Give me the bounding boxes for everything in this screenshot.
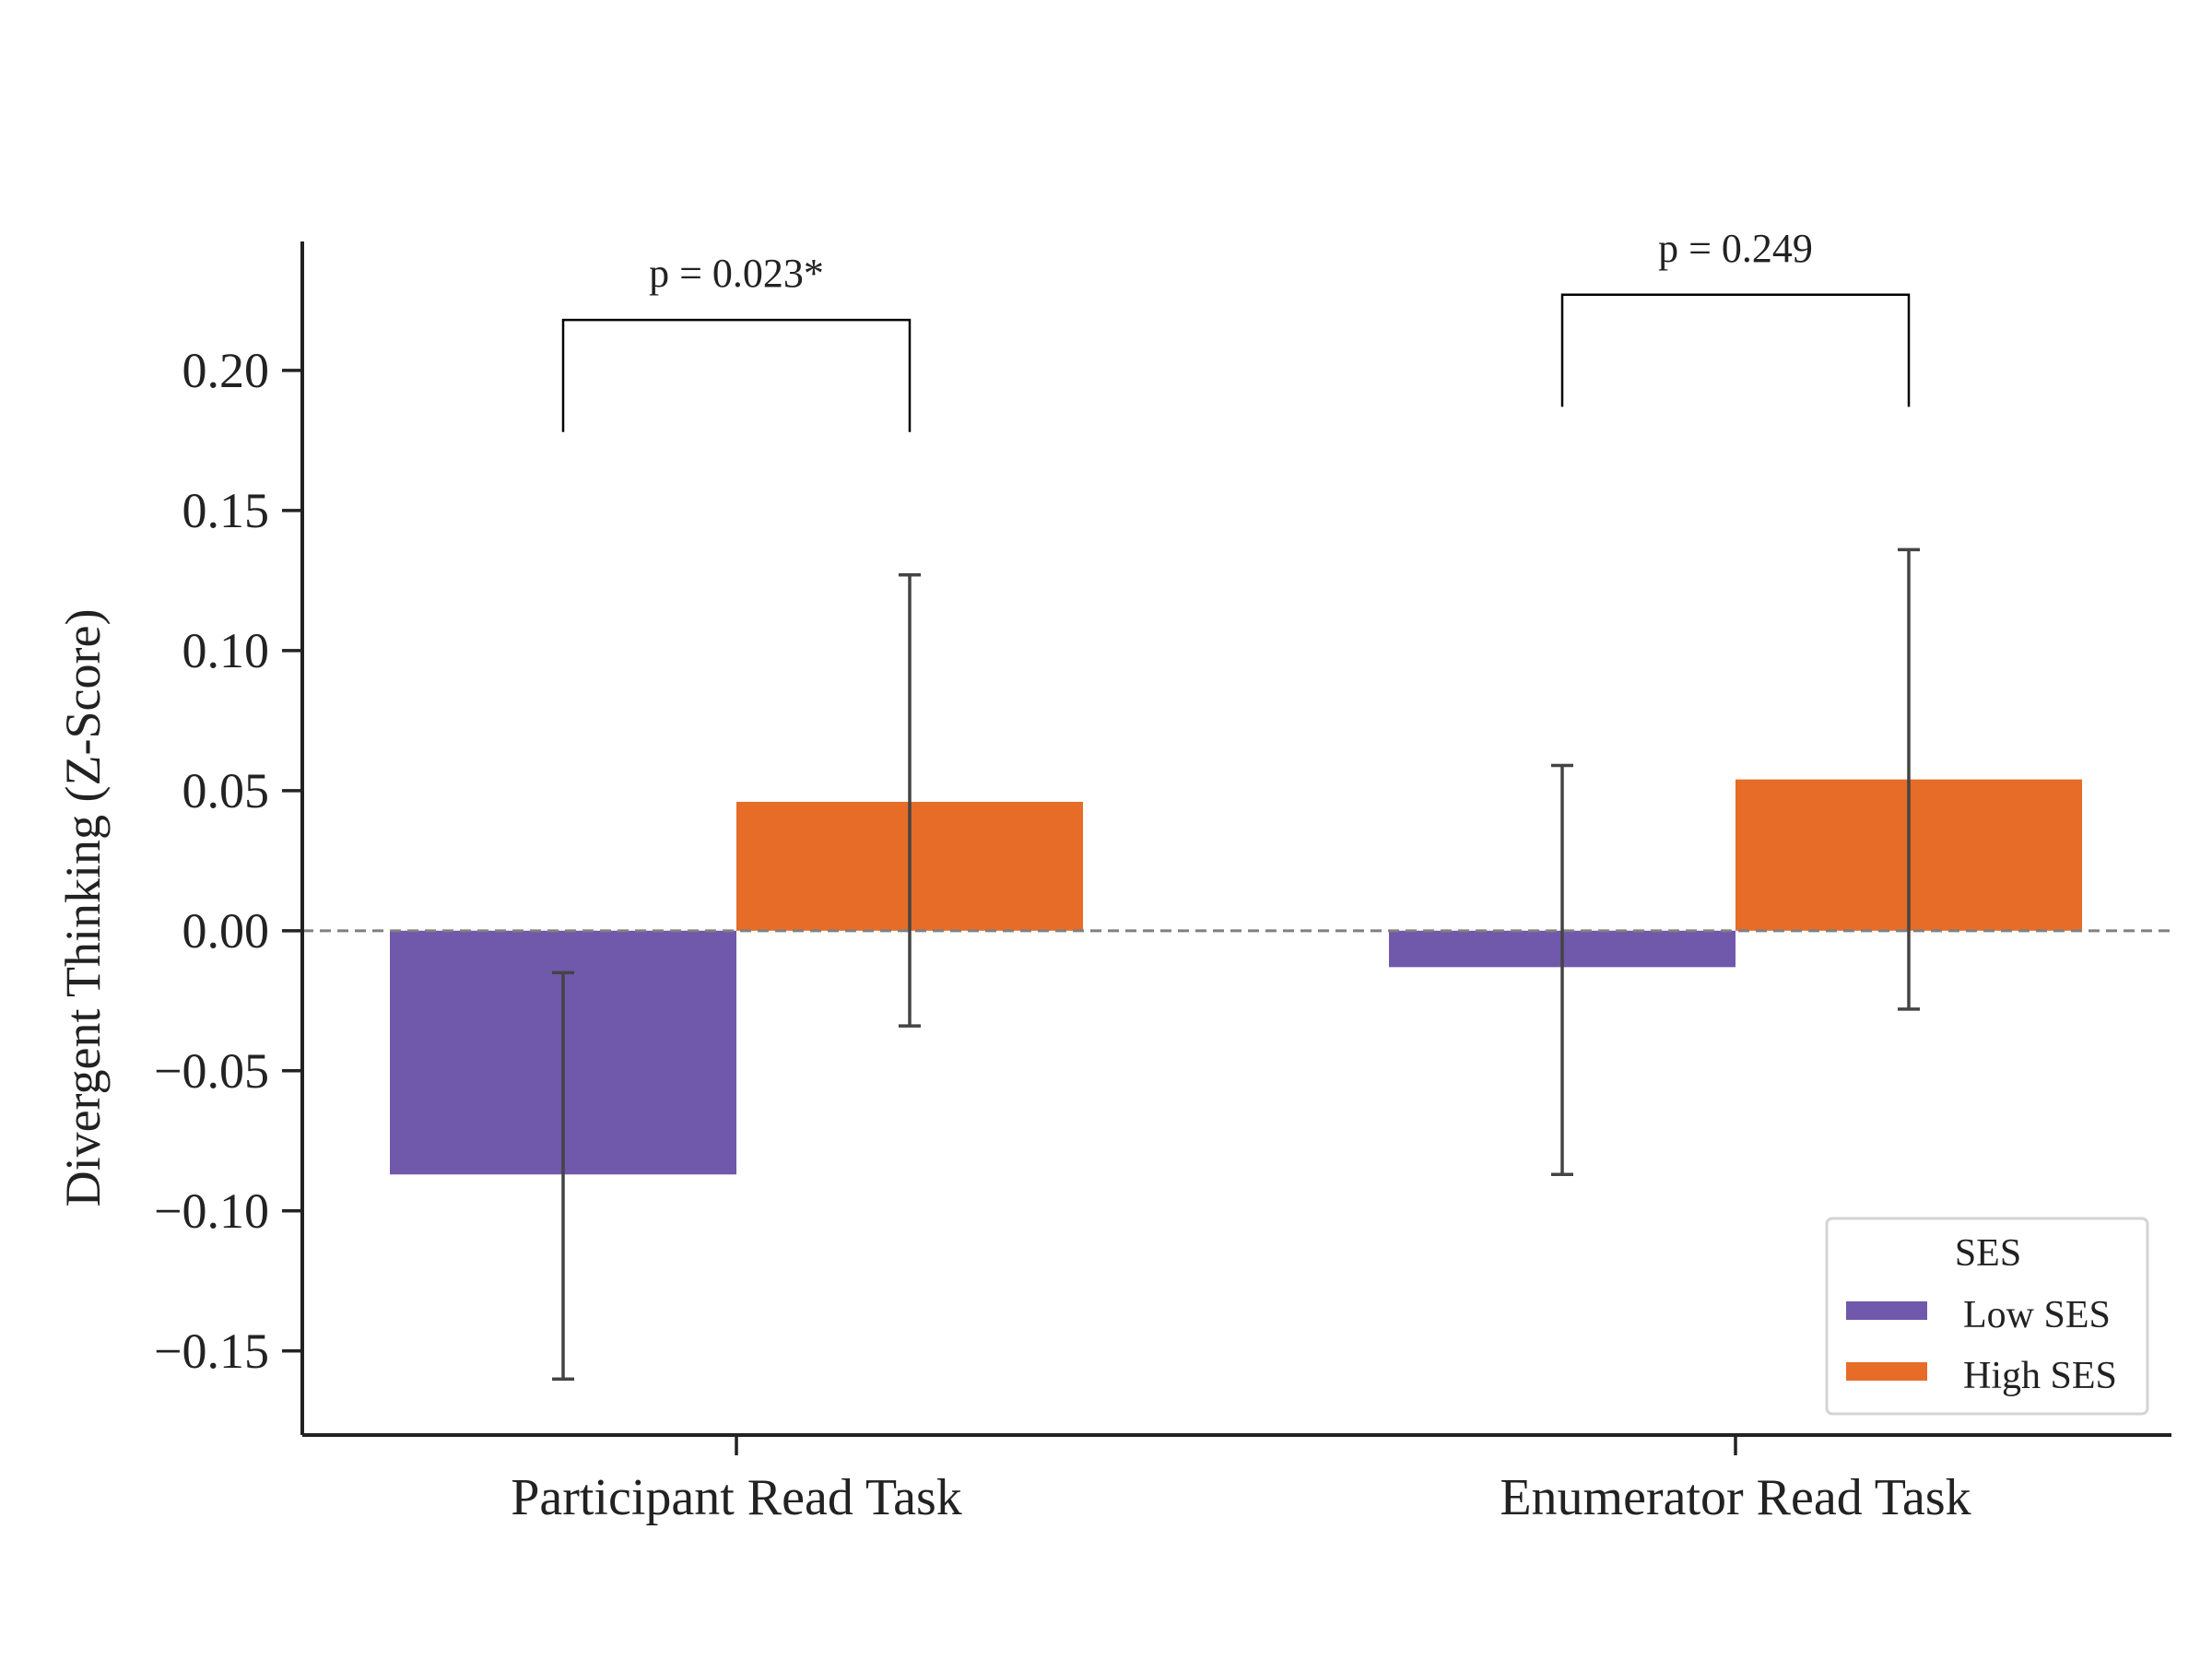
y-tick-label: 0.00 [182,903,270,959]
y-tick-label: 0.20 [182,343,270,398]
legend-swatch-high-ses [1846,1362,1927,1381]
x-tick-label: Participant Read Task [511,1469,962,1526]
significance-bracket [1560,293,1911,407]
legend-title: SES [1955,1232,2021,1275]
legend-swatch-low-ses [1846,1301,1927,1320]
y-axis-label: Divergent Thinking (Z-Score) [55,609,111,1207]
plot-marks: p = 0.023* p = 0.249 0.20 0.15 0.10 0.05 0.00 −… [154,226,2171,1526]
y-tick-label: 0.10 [182,623,270,678]
y-tick-label: 0.05 [182,763,270,818]
legend: SES Low SES High SES [1825,1217,2149,1416]
x-tick-label: Enumerator Read Task [1500,1469,1971,1526]
y-tick-label: 0.15 [182,483,270,538]
y-tick-label: −0.05 [154,1043,269,1099]
significance-bracket [561,318,912,432]
legend-label-low-ses: Low SES [1963,1294,2111,1336]
p-value-label: p = 0.023* [649,251,824,296]
y-tick-label: −0.10 [154,1183,269,1239]
legend-label-high-ses: High SES [1963,1355,2117,1397]
p-value-label: p = 0.249 [1658,226,1813,271]
y-tick-label: −0.15 [154,1324,269,1379]
